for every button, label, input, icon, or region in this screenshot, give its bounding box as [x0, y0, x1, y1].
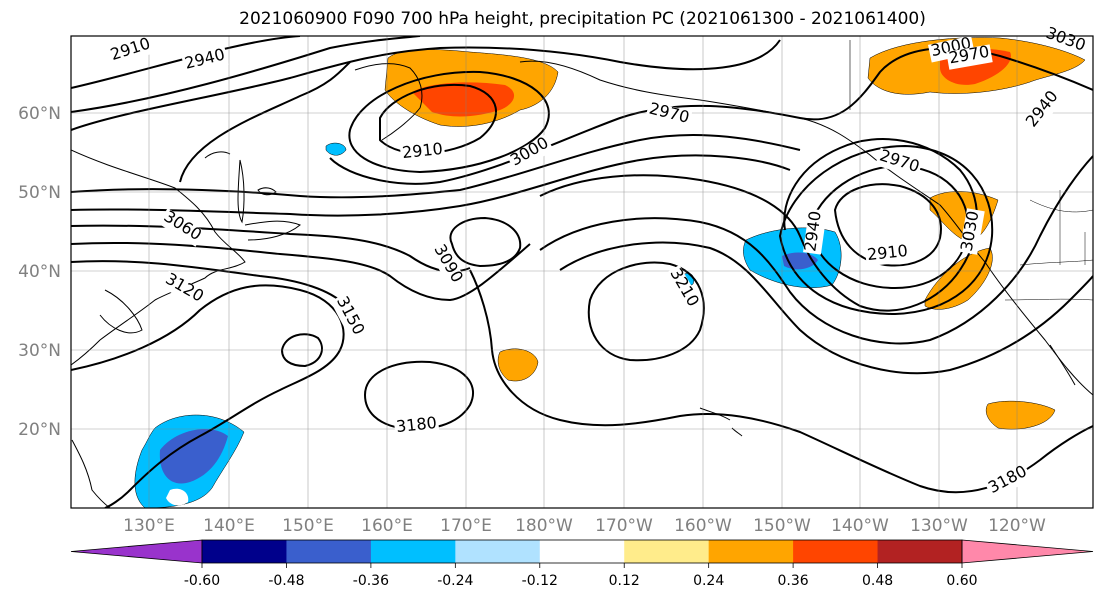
lon-label: 130°W [910, 516, 968, 536]
lon-label: 180°W [515, 516, 573, 536]
longitude-labels: 130°E 140°E 150°E 160°E 170°E 180°W 170°… [123, 516, 1046, 536]
contour-label: 3180 [395, 413, 437, 436]
lon-label: 160°E [361, 516, 413, 536]
lon-label: 160°W [674, 516, 732, 536]
colorbar-swatch [455, 540, 541, 563]
colorbar-tick-label: 0.36 [778, 573, 809, 589]
colorbar-swatch [877, 540, 963, 563]
colorbar-swatches [70, 539, 1094, 564]
lat-label: 30°N [18, 341, 61, 361]
lat-label: 40°N [18, 262, 61, 282]
lon-label: 150°W [753, 516, 811, 536]
lon-label: 120°W [988, 516, 1046, 536]
precip-shading [134, 37, 1086, 508]
colorbar-tick-label: -0.24 [437, 573, 473, 589]
colorbar-tick-label: 0.48 [862, 573, 893, 589]
colorbar-swatch [961, 539, 1094, 564]
lon-label: 130°E [123, 516, 175, 536]
contour-label: 2910 [866, 241, 908, 264]
lon-label: 170°W [595, 516, 653, 536]
colorbar-tick-label: 0.12 [609, 573, 640, 589]
colorbar-swatch [539, 540, 625, 563]
colorbar-tick-label: -0.36 [353, 573, 389, 589]
map-title: 2021060900 F090 700 hPa height, precipit… [239, 9, 926, 29]
colorbar-swatch [202, 540, 287, 563]
colorbar-swatch [70, 539, 203, 564]
lon-label: 140°W [831, 516, 889, 536]
colorbar-tick-label: 0.60 [946, 573, 977, 589]
colorbar-outline [201, 539, 963, 564]
colorbar-swatch [286, 540, 372, 563]
colorbar-ticks: -0.60 -0.48 -0.36 -0.24 -0.12 0.12 0.24 0.36 0.4… [184, 563, 978, 589]
lon-label: 170°E [440, 516, 492, 536]
colorbar-swatch [370, 540, 456, 563]
colorbar-tick-label: -0.48 [268, 573, 304, 589]
colorbar-tick-label: -0.60 [184, 573, 220, 589]
map-frame [70, 35, 1094, 509]
lat-label: 50°N [18, 183, 61, 203]
colorbar-tick-label: -0.12 [522, 573, 558, 589]
latitude-labels: 60°N 50°N 40°N 30°N 20°N [18, 104, 61, 440]
lon-label: 150°E [282, 516, 334, 536]
contour-label: 2910 [401, 139, 443, 162]
gridlines [71, 36, 1093, 508]
lat-label: 20°N [18, 420, 61, 440]
colorbar-swatch [708, 540, 794, 563]
lon-label: 140°E [203, 516, 255, 536]
colorbar-tick-label: 0.24 [693, 573, 724, 589]
lat-label: 60°N [18, 104, 61, 124]
colorbar-swatch [793, 540, 879, 563]
colorbar-swatch [624, 540, 710, 563]
